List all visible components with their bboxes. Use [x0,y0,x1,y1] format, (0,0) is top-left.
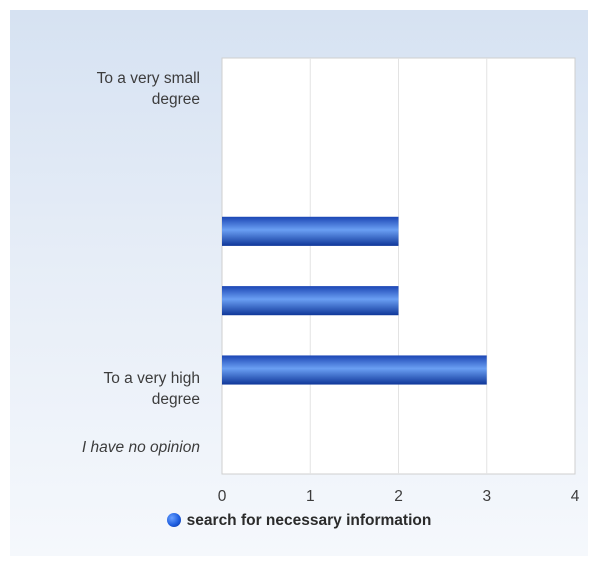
x-tick-label: 3 [482,488,492,505]
bar [222,216,399,246]
x-tick-label: 2 [394,488,403,505]
legend: search for necessary information [0,512,598,530]
bar [222,286,399,316]
bar [222,355,487,385]
category-label-no-opinion: I have no opinion [81,439,200,456]
category-label-very-small: To a very small degree [30,68,200,110]
category-label-very-high-line2: degree [151,391,200,408]
x-tick-label: 1 [305,488,315,505]
legend-label: search for necessary information [186,512,432,529]
category-label-very-high: To a very high degree [30,368,201,410]
x-tick-label: 0 [217,488,227,505]
category-label-very-small-line1: To a very small [96,70,200,87]
blue-sphere-icon [166,513,181,527]
category-label-very-small-line2: degree [151,91,200,108]
category-label-very-high-line1: To a very high [103,370,201,387]
x-tick-label: 4 [570,488,580,505]
